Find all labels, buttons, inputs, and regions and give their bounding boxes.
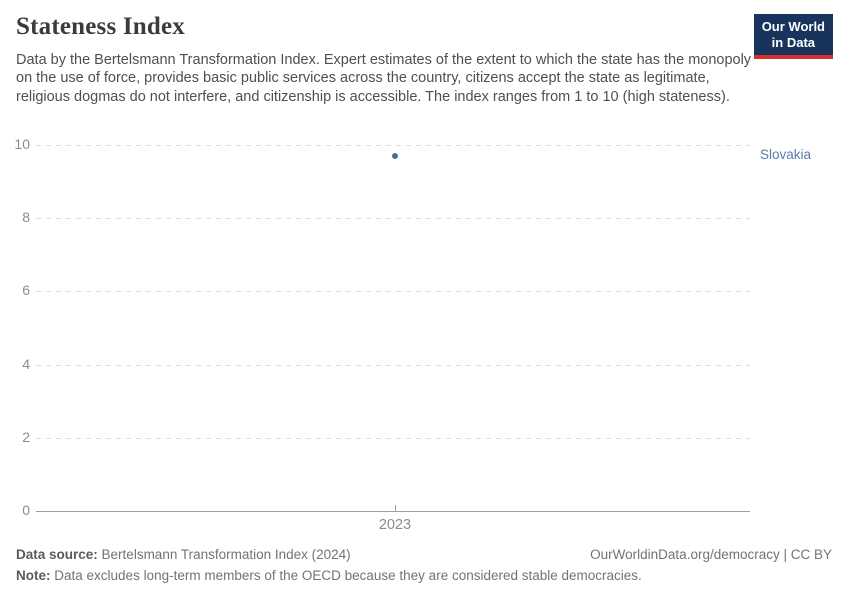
y-axis-tick-label: 2: [22, 428, 30, 445]
entity-label-slovakia[interactable]: Slovakia: [760, 146, 812, 162]
gridline: [36, 437, 750, 439]
x-axis-tick-mark: [395, 505, 396, 511]
note-text: Data excludes long-term members of the O…: [54, 568, 642, 583]
owid-logo-line1: Our World: [761, 19, 825, 34]
note-label: Note:: [16, 568, 51, 583]
data-source-label: Data source:: [16, 547, 98, 562]
gridline: [36, 364, 750, 366]
owid-logo[interactable]: Our World in Data: [753, 14, 833, 59]
footer-note: Note: Data excludes long-term members of…: [16, 568, 642, 583]
y-axis-tick-label: 0: [22, 502, 30, 518]
page-title: Stateness Index: [16, 13, 185, 40]
footer-attribution[interactable]: OurWorldinData.org/democracy | CC BY: [590, 547, 832, 562]
y-axis-tick-label: 6: [22, 282, 30, 299]
chart-subtitle: Data by the Bertelsmann Transformation I…: [16, 52, 752, 105]
y-axis-tick-label: 4: [22, 355, 30, 372]
y-axis-tick-label: 10: [14, 136, 30, 152]
data-point-slovakia[interactable]: [392, 152, 398, 159]
owid-logo-line2: in Data: [771, 35, 816, 50]
footer-data-source: Data source: Bertelsmann Transformation …: [16, 547, 351, 562]
y-axis-tick-label: 8: [22, 209, 30, 226]
gridline: [36, 291, 750, 293]
data-source-link[interactable]: Bertelsmann Transformation Index (2024): [101, 547, 351, 562]
gridline: [36, 218, 750, 220]
x-axis-line: [36, 511, 750, 512]
gridline: [36, 145, 750, 146]
x-axis-tick-label: 2023: [378, 517, 412, 533]
